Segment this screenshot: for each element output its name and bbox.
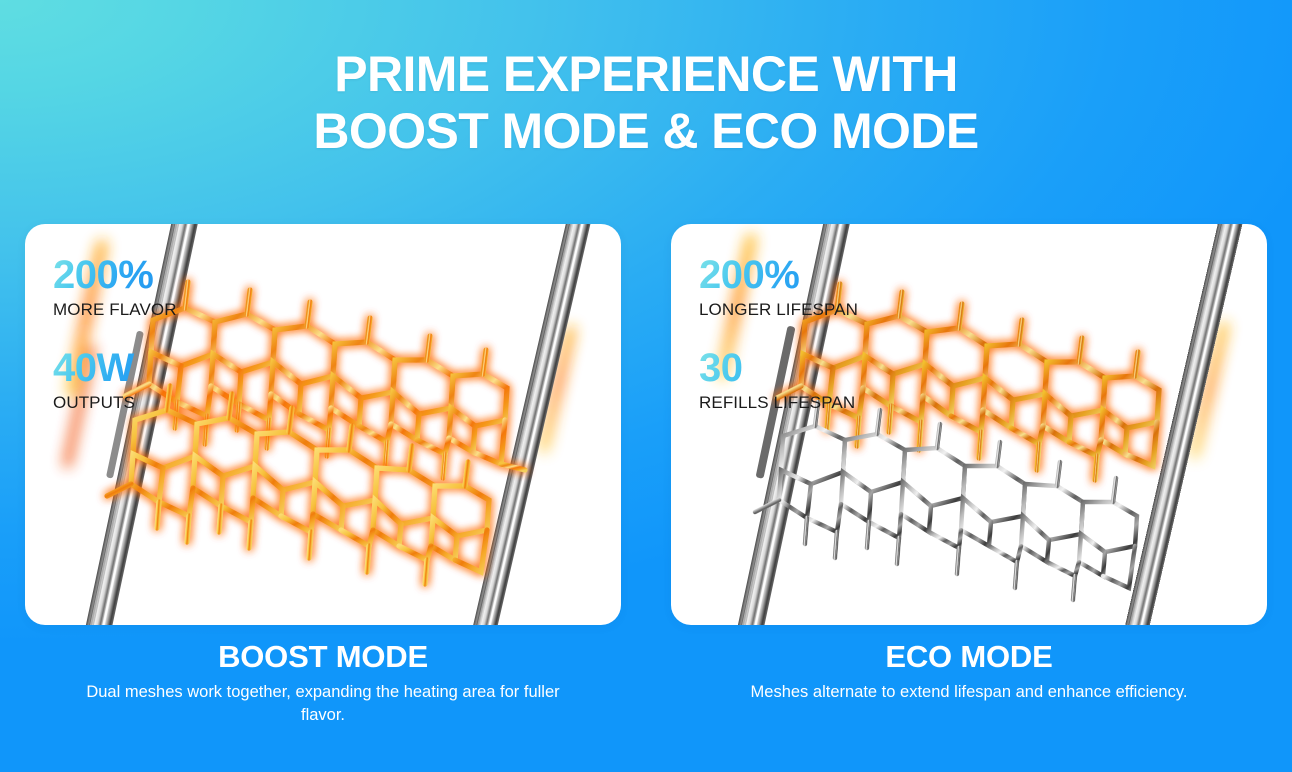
stat-value: 40W: [53, 345, 177, 391]
mode-card-row: 200% MORE FLAVOR 40W OUTPUTS: [25, 224, 1267, 625]
caption-eco: ECO MODE Meshes alternate to extend life…: [671, 638, 1267, 727]
stat-value: 30: [699, 345, 858, 391]
stat-label: OUTPUTS: [53, 393, 135, 412]
caption-description: Dual meshes work together, expanding the…: [86, 683, 560, 724]
upper-mesh: [774, 281, 1162, 483]
stat-list-eco: 200% LONGER LIFESPAN 30 REFILLS LIFESPAN: [699, 252, 858, 414]
stat-item: 200% MORE FLAVOR: [53, 252, 177, 321]
mode-card-eco: 200% LONGER LIFESPAN 30 REFILLS LIFESPAN: [671, 224, 1267, 625]
upper-mesh: [122, 279, 528, 481]
stat-list-boost: 200% MORE FLAVOR 40W OUTPUTS: [53, 252, 177, 414]
page-title-line-1: PRIME EXPERIENCE WITH: [334, 46, 958, 102]
caption-row: BOOST MODE Dual meshes work together, ex…: [25, 638, 1267, 727]
stat-item: 200% LONGER LIFESPAN: [699, 252, 858, 321]
caption-title: ECO MODE: [885, 639, 1053, 674]
lower-mesh: [104, 383, 492, 587]
stat-item: 40W OUTPUTS: [53, 345, 177, 414]
stat-value: 200%: [699, 252, 858, 298]
mesh-coil-illustration-boost: [25, 224, 621, 625]
stat-item: 30 REFILLS LIFESPAN: [699, 345, 858, 414]
caption-description: Meshes alternate to extend lifespan and …: [750, 683, 1188, 701]
caption-title: BOOST MODE: [218, 639, 428, 674]
stat-label: REFILLS LIFESPAN: [699, 393, 856, 412]
caption-boost: BOOST MODE Dual meshes work together, ex…: [25, 638, 621, 727]
lower-mesh: [752, 399, 1140, 603]
mesh-coil-illustration-eco: [671, 224, 1267, 625]
stat-label: MORE FLAVOR: [53, 300, 177, 319]
page-title-line-2: BOOST MODE & ECO MODE: [313, 103, 979, 159]
stat-value: 200%: [53, 252, 177, 298]
stat-label: LONGER LIFESPAN: [699, 300, 858, 319]
mode-card-boost: 200% MORE FLAVOR 40W OUTPUTS: [25, 224, 621, 625]
page-title: PRIME EXPERIENCE WITH BOOST MODE & ECO M…: [0, 46, 1292, 160]
